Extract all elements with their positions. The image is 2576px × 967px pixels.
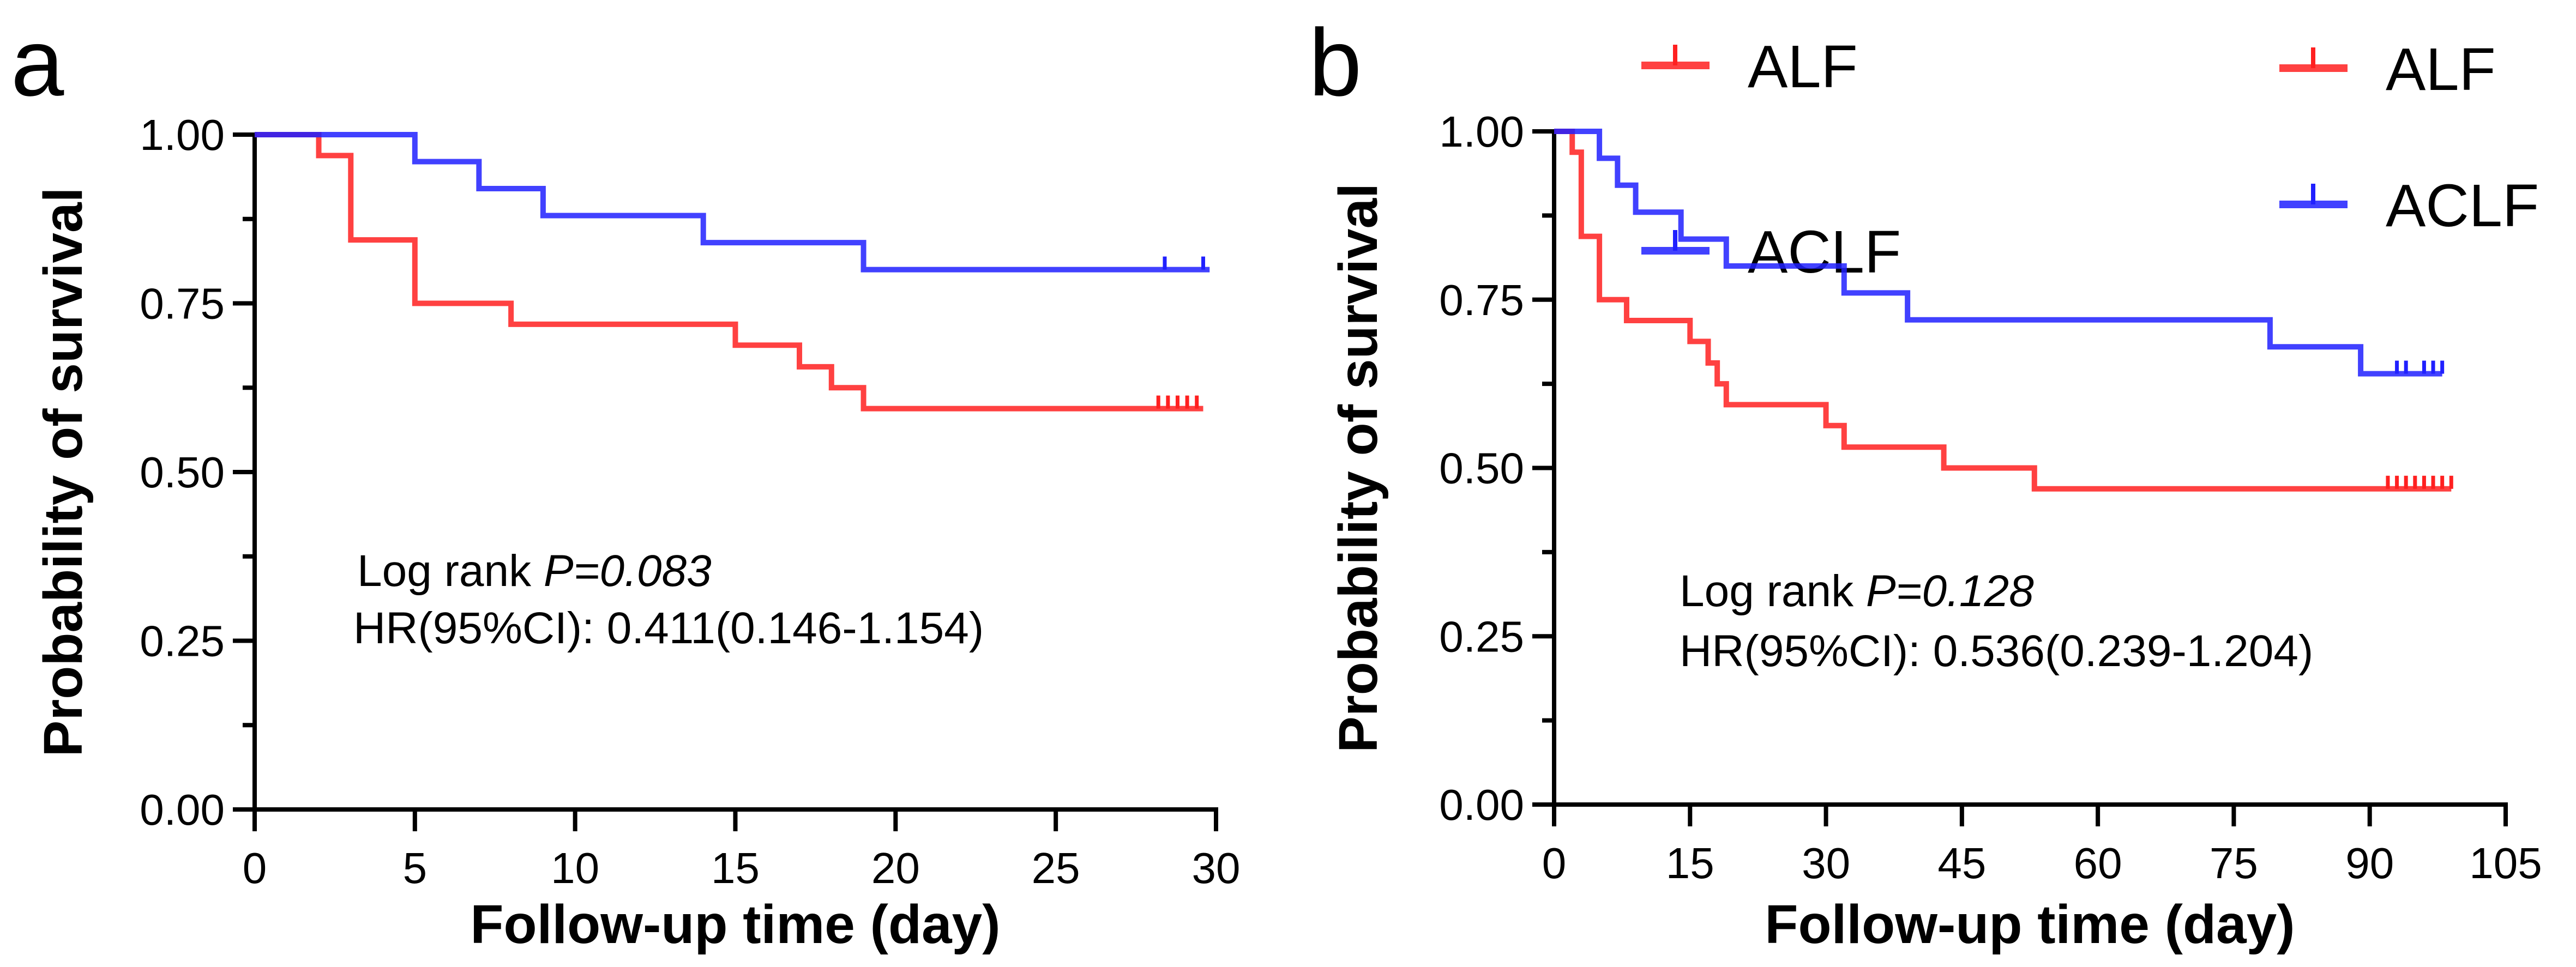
logrank-label: Log rank [357, 546, 544, 596]
hazard-ratio-annotation: HR(95%CI): 0.411(0.146-1.154) [353, 603, 984, 653]
survival-curve-alf [1554, 129, 2452, 492]
y-tick-label: 0.00 [140, 785, 225, 834]
logrank-label: Log rank [1680, 566, 1866, 616]
x-tick-label: 30 [1192, 844, 1241, 892]
x-tick-label: 90 [2345, 839, 2394, 887]
series-alf [255, 132, 1203, 412]
x-tick-label: 45 [1937, 839, 1986, 887]
x-tick-label: 60 [2074, 839, 2122, 887]
x-tick-label: 5 [403, 844, 428, 892]
x-tick-label: 10 [551, 844, 599, 892]
x-tick-label: 15 [711, 844, 760, 892]
logrank-annotation: Log rank P=0.083 [357, 546, 712, 596]
legend-item-alf: ALF [1641, 33, 1858, 100]
y-tick-label: 0.25 [1439, 612, 1524, 661]
legend-label: ACLF [2386, 172, 2539, 239]
x-axis-label: Follow-up time (day) [470, 894, 1000, 955]
panel-label: b [1309, 10, 1362, 116]
y-axis-label: Probability of survival [33, 188, 94, 757]
series-aclf [255, 132, 1210, 273]
y-tick-label: 0.25 [140, 617, 225, 666]
y-tick-label: 0.50 [140, 448, 225, 497]
y-tick-label: 1.00 [1439, 107, 1524, 156]
legend-item-aclf: ACLF [1641, 219, 1901, 286]
legend-label: ALF [2386, 36, 2496, 103]
y-tick-label: 1.00 [140, 111, 225, 159]
y-tick-label: 0.75 [1439, 276, 1524, 324]
hazard-ratio-annotation: HR(95%CI): 0.536(0.239-1.204) [1680, 626, 2313, 676]
panel-label: a [11, 10, 64, 116]
logrank-annotation: Log rank P=0.128 [1680, 566, 2034, 616]
panel-b: b 0.00 0.25 0.50 0.75 1.00 0 15 30 45 60 75 90 105 Fol… [1309, 10, 2542, 955]
series-aclf [1554, 129, 2445, 377]
y-axis-label: Probability of survival [1328, 183, 1389, 753]
x-tick-label: 20 [871, 844, 920, 892]
x-tick-label: 105 [2469, 839, 2542, 887]
legend-label: ACLF [1748, 219, 1901, 286]
legend-item-aclf: ACLF [2279, 172, 2539, 239]
x-tick-label: 25 [1032, 844, 1080, 892]
p-value: P=0.083 [544, 546, 712, 596]
p-value: P=0.128 [1866, 566, 2034, 616]
y-tick-label: 0.00 [1439, 781, 1524, 829]
y-tick-label: 0.50 [1439, 444, 1524, 493]
legend-item-alf: ALF [2279, 36, 2496, 103]
survival-curve-aclf [255, 132, 1210, 273]
legend-label: ALF [1748, 33, 1858, 100]
x-tick-label: 0 [243, 844, 267, 892]
y-tick-label: 0.75 [140, 280, 225, 328]
x-tick-label: 15 [1666, 839, 1714, 887]
x-tick-label: 75 [2210, 839, 2258, 887]
x-axis-label: Follow-up time (day) [1765, 894, 2295, 955]
survival-curve-alf [255, 132, 1203, 412]
series-alf [1554, 129, 2453, 492]
x-tick-label: 30 [1802, 839, 1850, 887]
survival-curve-aclf [1554, 129, 2442, 377]
x-tick-label: 0 [1542, 839, 1567, 887]
panel-a: a 0.00 0.25 0.50 0.75 1.00 0 5 10 15 20 25 30 Follow-… [11, 10, 1901, 955]
